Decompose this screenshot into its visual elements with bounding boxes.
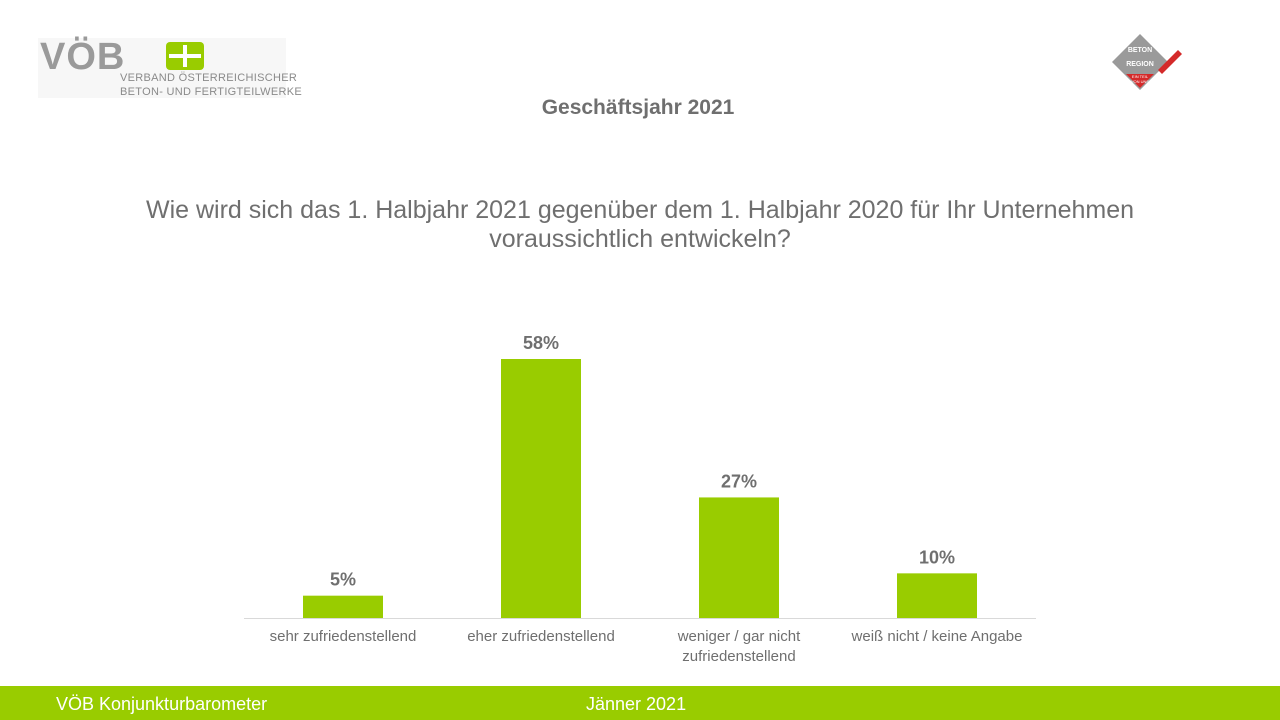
category-label: weniger / gar nicht <box>677 628 801 645</box>
badge-line1: BETON <box>1128 47 1152 54</box>
logo-subtitle-line2: BETON- UND FERTIGTEILWERKE <box>120 86 302 98</box>
data-label: 5% <box>330 570 356 590</box>
logo-subtitle-line1: VERBAND ÖSTERREICHISCHER <box>120 72 298 84</box>
footer-bar: VÖB Konjunkturbarometer Jänner 2021 <box>0 686 1280 720</box>
logo-plus-icon <box>166 42 204 70</box>
category-label: eher zufriedenstellend <box>467 628 615 645</box>
data-label: 10% <box>919 547 955 567</box>
category-label: zufriedenstellend <box>682 648 795 665</box>
survey-question: Wie wird sich das 1. Halbjahr 2021 gegen… <box>145 196 1135 253</box>
page-title: Geschäftsjahr 2021 <box>541 96 735 119</box>
beton-region-badge: BETON REGION EIN TEIL VON UNS <box>1112 34 1182 90</box>
badge-line3: EIN TEIL <box>1132 74 1149 79</box>
voeb-logo: VÖB VERBAND ÖSTERREICHISCHER BETON- UND … <box>38 36 302 98</box>
category-label: sehr zufriedenstellend <box>270 628 417 645</box>
footer-title: VÖB Konjunkturbarometer <box>56 694 268 714</box>
data-label: 27% <box>721 471 757 491</box>
footer-date: Jänner 2021 <box>586 694 687 714</box>
bar <box>897 573 977 618</box>
bar <box>501 359 581 618</box>
bar <box>303 595 383 618</box>
bar <box>699 497 779 618</box>
badge-line2: REGION <box>1126 61 1154 68</box>
logo-wordmark: VÖB <box>40 36 126 78</box>
badge-line4: VON UNS <box>1131 79 1150 84</box>
data-label: 58% <box>523 333 559 353</box>
category-label: weiß nicht / keine Angabe <box>851 628 1023 645</box>
